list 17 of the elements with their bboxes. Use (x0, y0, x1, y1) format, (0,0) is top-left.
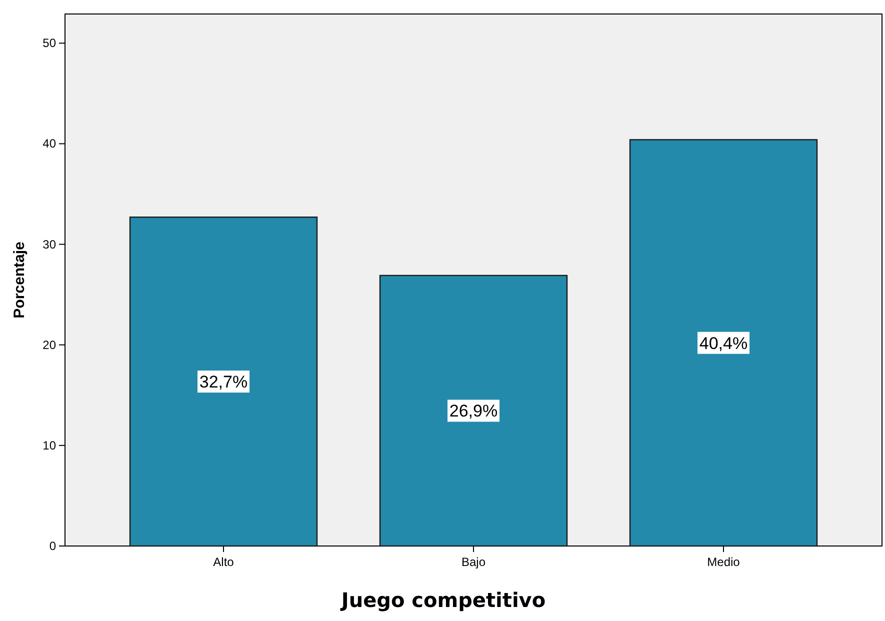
data-label: 32,7% (199, 372, 248, 392)
y-tick-label: 0 (49, 539, 56, 553)
y-tick-label: 20 (42, 338, 56, 352)
y-tick-label: 50 (42, 36, 56, 50)
y-tick-label: 10 (42, 438, 56, 452)
x-axis-title: Juego competitivo (339, 588, 546, 612)
y-axis-title: Porcentaje (11, 242, 28, 318)
x-tick-label: Medio (707, 555, 740, 569)
data-label: 26,9% (449, 402, 498, 421)
x-tick-label: Bajo (461, 555, 486, 569)
bar (129, 216, 318, 547)
data-label: 40,4% (699, 334, 748, 353)
y-tick-label: 30 (42, 237, 56, 252)
bar (379, 274, 568, 547)
y-tick-label: 40 (42, 136, 56, 151)
bar (629, 139, 818, 547)
x-tick-label: Alto (213, 555, 234, 569)
